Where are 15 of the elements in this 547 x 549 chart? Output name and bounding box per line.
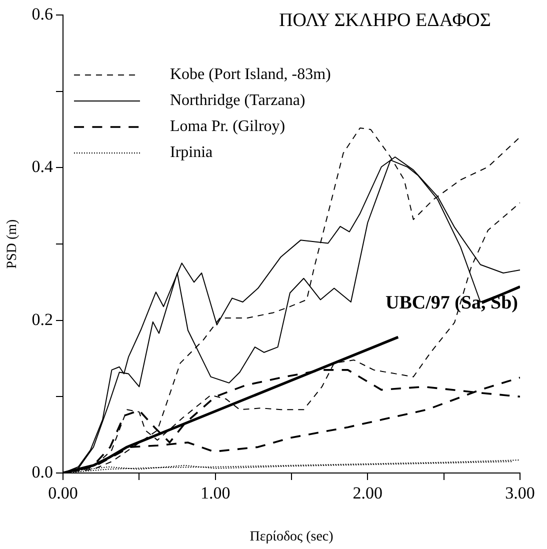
chart-title: ΠΟΛΥ ΣΚΛΗΡΟ ΕΔΑΦΟΣ [278, 10, 492, 32]
legend-label: Northridge (Tarzana) [170, 92, 306, 110]
x-tick-label: 2.00 [352, 484, 383, 503]
y-tick-label: 0.6 [32, 4, 53, 24]
legend-label: Irpinia [170, 144, 213, 162]
x-axis-title: Περίοδος (sec) [250, 529, 334, 544]
x-tick-label: 0.00 [48, 484, 78, 503]
x-tick-label: 3.00 [505, 484, 535, 503]
y-tick-label: 0.2 [32, 310, 53, 329]
y-tick-label: 0.0 [32, 462, 53, 482]
y-axis-title: PSD (m) [5, 218, 20, 269]
legend-label: Kobe (Port Island, -83m) [170, 66, 331, 84]
legend-label: Loma Pr. (Gilroy) [170, 118, 286, 136]
x-tick-label: 1.00 [200, 484, 230, 503]
y-tick-label: 0.4 [32, 157, 54, 176]
